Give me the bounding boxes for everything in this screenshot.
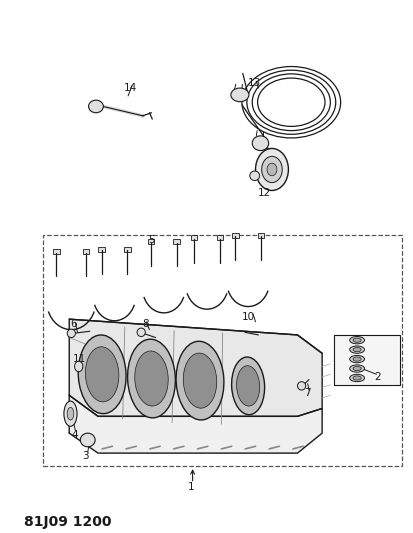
Circle shape xyxy=(255,149,288,190)
Text: 13: 13 xyxy=(247,78,260,88)
Text: 14: 14 xyxy=(124,83,137,93)
Ellipse shape xyxy=(349,336,363,344)
Bar xyxy=(216,235,223,240)
Ellipse shape xyxy=(134,351,168,406)
Ellipse shape xyxy=(67,407,74,420)
Bar xyxy=(173,239,180,244)
Text: 11: 11 xyxy=(73,353,86,364)
Ellipse shape xyxy=(352,367,360,370)
Bar xyxy=(147,239,154,244)
Ellipse shape xyxy=(127,339,175,418)
Ellipse shape xyxy=(352,376,360,380)
Ellipse shape xyxy=(183,353,216,408)
Bar xyxy=(124,247,130,252)
Ellipse shape xyxy=(231,357,264,415)
Ellipse shape xyxy=(349,356,363,363)
Ellipse shape xyxy=(352,357,360,361)
Text: 2: 2 xyxy=(373,372,380,382)
Ellipse shape xyxy=(88,100,103,113)
Ellipse shape xyxy=(67,329,75,337)
Text: 10: 10 xyxy=(241,312,254,321)
Bar xyxy=(98,247,104,252)
Bar xyxy=(53,249,59,254)
Text: 8: 8 xyxy=(142,319,148,329)
Ellipse shape xyxy=(236,366,259,406)
Text: 81J09 1200: 81J09 1200 xyxy=(24,515,111,529)
Text: 3: 3 xyxy=(82,451,89,461)
Bar xyxy=(190,235,197,240)
Text: 1: 1 xyxy=(188,482,194,492)
Ellipse shape xyxy=(74,361,83,372)
Ellipse shape xyxy=(352,338,360,342)
Text: 5: 5 xyxy=(148,236,154,245)
Polygon shape xyxy=(334,335,399,385)
Bar xyxy=(257,232,263,238)
Ellipse shape xyxy=(85,347,119,402)
Ellipse shape xyxy=(352,348,360,352)
Ellipse shape xyxy=(249,171,259,181)
Circle shape xyxy=(261,156,282,183)
Ellipse shape xyxy=(137,328,145,336)
Bar xyxy=(83,249,89,254)
Circle shape xyxy=(266,163,276,176)
Ellipse shape xyxy=(349,365,363,372)
Ellipse shape xyxy=(230,88,248,102)
Text: 12: 12 xyxy=(257,188,271,198)
Ellipse shape xyxy=(349,374,363,382)
Ellipse shape xyxy=(252,136,268,150)
Bar xyxy=(231,232,238,238)
Text: 6: 6 xyxy=(70,319,76,329)
Ellipse shape xyxy=(64,401,77,426)
Ellipse shape xyxy=(176,341,223,420)
Text: 7: 7 xyxy=(304,387,310,398)
Text: 4: 4 xyxy=(71,430,78,440)
Polygon shape xyxy=(69,319,321,416)
Ellipse shape xyxy=(80,433,95,447)
Polygon shape xyxy=(69,395,321,453)
Ellipse shape xyxy=(297,382,305,390)
Ellipse shape xyxy=(349,346,363,353)
Ellipse shape xyxy=(78,335,126,414)
